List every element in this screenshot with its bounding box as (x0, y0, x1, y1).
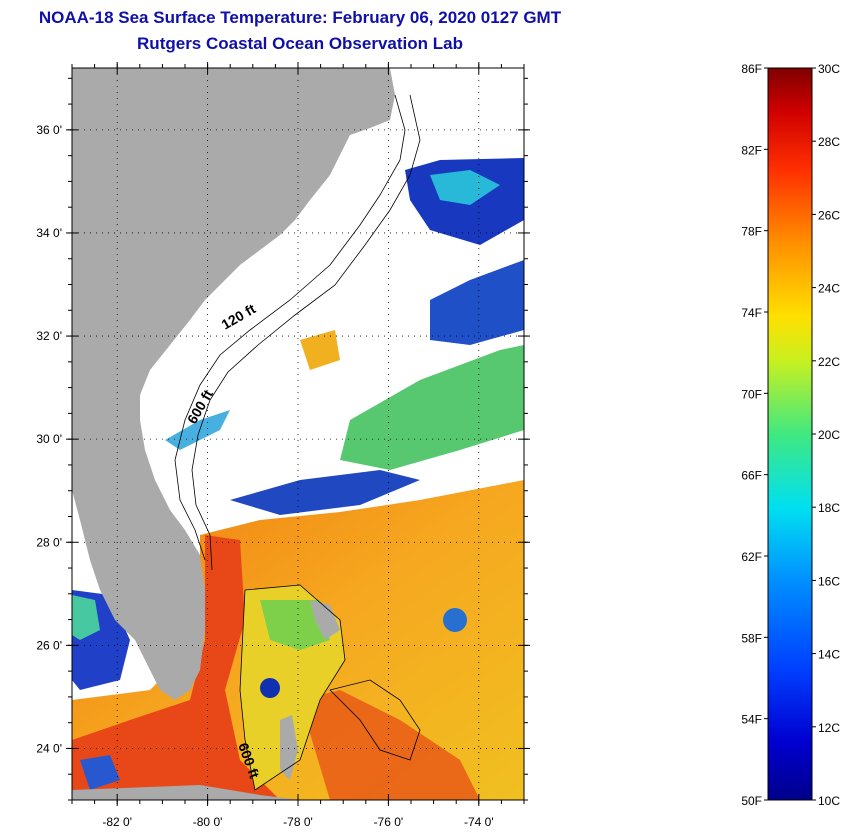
map-subtitle: Rutgers Coastal Ocean Observation Lab (137, 34, 463, 53)
warm-streak-ga (165, 410, 230, 450)
bahamas-andros-land (280, 715, 298, 780)
lon-tick-label: -76 0' (374, 815, 404, 829)
scale-c-label: 14C (818, 648, 840, 662)
lat-tick-label: 32 0' (36, 329, 62, 343)
map-title: NOAA-18 Sea Surface Temperature: Februar… (38, 8, 562, 27)
contour-bank-east (329, 679, 421, 761)
contour-600ft (191, 94, 421, 571)
scale-c-label: 20C (818, 428, 840, 442)
scale-f-label: 54F (741, 713, 762, 727)
scale-f-label: 62F (741, 550, 762, 564)
lat-tick-label: 24 0' (36, 741, 62, 755)
cold-patch-central (430, 260, 524, 345)
color-scale-labels: 86F 82F 78F 74F 70F 66F 62F 58F 54F 50F 30C 28C 26C 2… (741, 62, 840, 808)
scale-c-label: 12C (818, 721, 840, 735)
warm-patch-offshore (300, 330, 340, 370)
color-scale-bar (767, 67, 813, 801)
scale-f-label: 66F (741, 469, 762, 483)
lat-tick-label: 26 0' (36, 638, 62, 652)
scale-f-label: 50F (741, 794, 762, 808)
contour-120ft (174, 94, 406, 561)
scale-c-label: 18C (818, 501, 840, 515)
contour-bank-outline (239, 584, 346, 791)
cuba-land (72, 785, 300, 800)
axis-tick-labels: 36 0' 34 0' 32 0' 30 0' 28 0' 26 0' 24 0' -82 0… (36, 123, 493, 829)
cold-band-south (230, 470, 420, 515)
scale-f-label: 78F (741, 225, 762, 239)
cold-patch-sw (80, 755, 120, 790)
scale-c-label: 16C (818, 574, 840, 588)
bahamas-abaco-land (310, 600, 340, 640)
cool-band-central (340, 345, 524, 470)
bank-shallow-green (260, 600, 330, 650)
lat-tick-label: 34 0' (36, 226, 62, 240)
lat-tick-label: 28 0' (36, 535, 62, 549)
scale-c-label: 26C (818, 208, 840, 222)
scale-c-label: 28C (818, 135, 840, 149)
scale-c-label: 24C (818, 282, 840, 296)
scale-f-label: 74F (741, 306, 762, 320)
lon-tick-label: -82 0' (102, 815, 132, 829)
lat-tick-label: 30 0' (36, 432, 62, 446)
lat-lon-grid (66, 62, 530, 806)
scale-f-label: 86F (741, 62, 762, 76)
scale-f-label: 70F (741, 387, 762, 401)
lat-tick-label: 36 0' (36, 123, 62, 137)
scale-c-label: 22C (818, 355, 840, 369)
scale-c-label: 10C (818, 794, 840, 808)
lon-tick-label: -78 0' (283, 815, 313, 829)
us-east-coast-land (72, 68, 395, 700)
lon-tick-label: -80 0' (193, 815, 223, 829)
scale-c-label: 30C (818, 62, 840, 76)
cool-patch-nc (430, 170, 500, 205)
gulf-stream-core-east (300, 690, 480, 800)
scale-f-label: 58F (741, 631, 762, 645)
scale-f-label: 82F (741, 143, 762, 157)
cool-patch-keys (72, 595, 100, 640)
cold-eddy (260, 678, 280, 698)
cool-eddy-east (443, 608, 467, 632)
lon-tick-label: -74 0' (464, 815, 494, 829)
gulf-stream-core (72, 535, 280, 800)
